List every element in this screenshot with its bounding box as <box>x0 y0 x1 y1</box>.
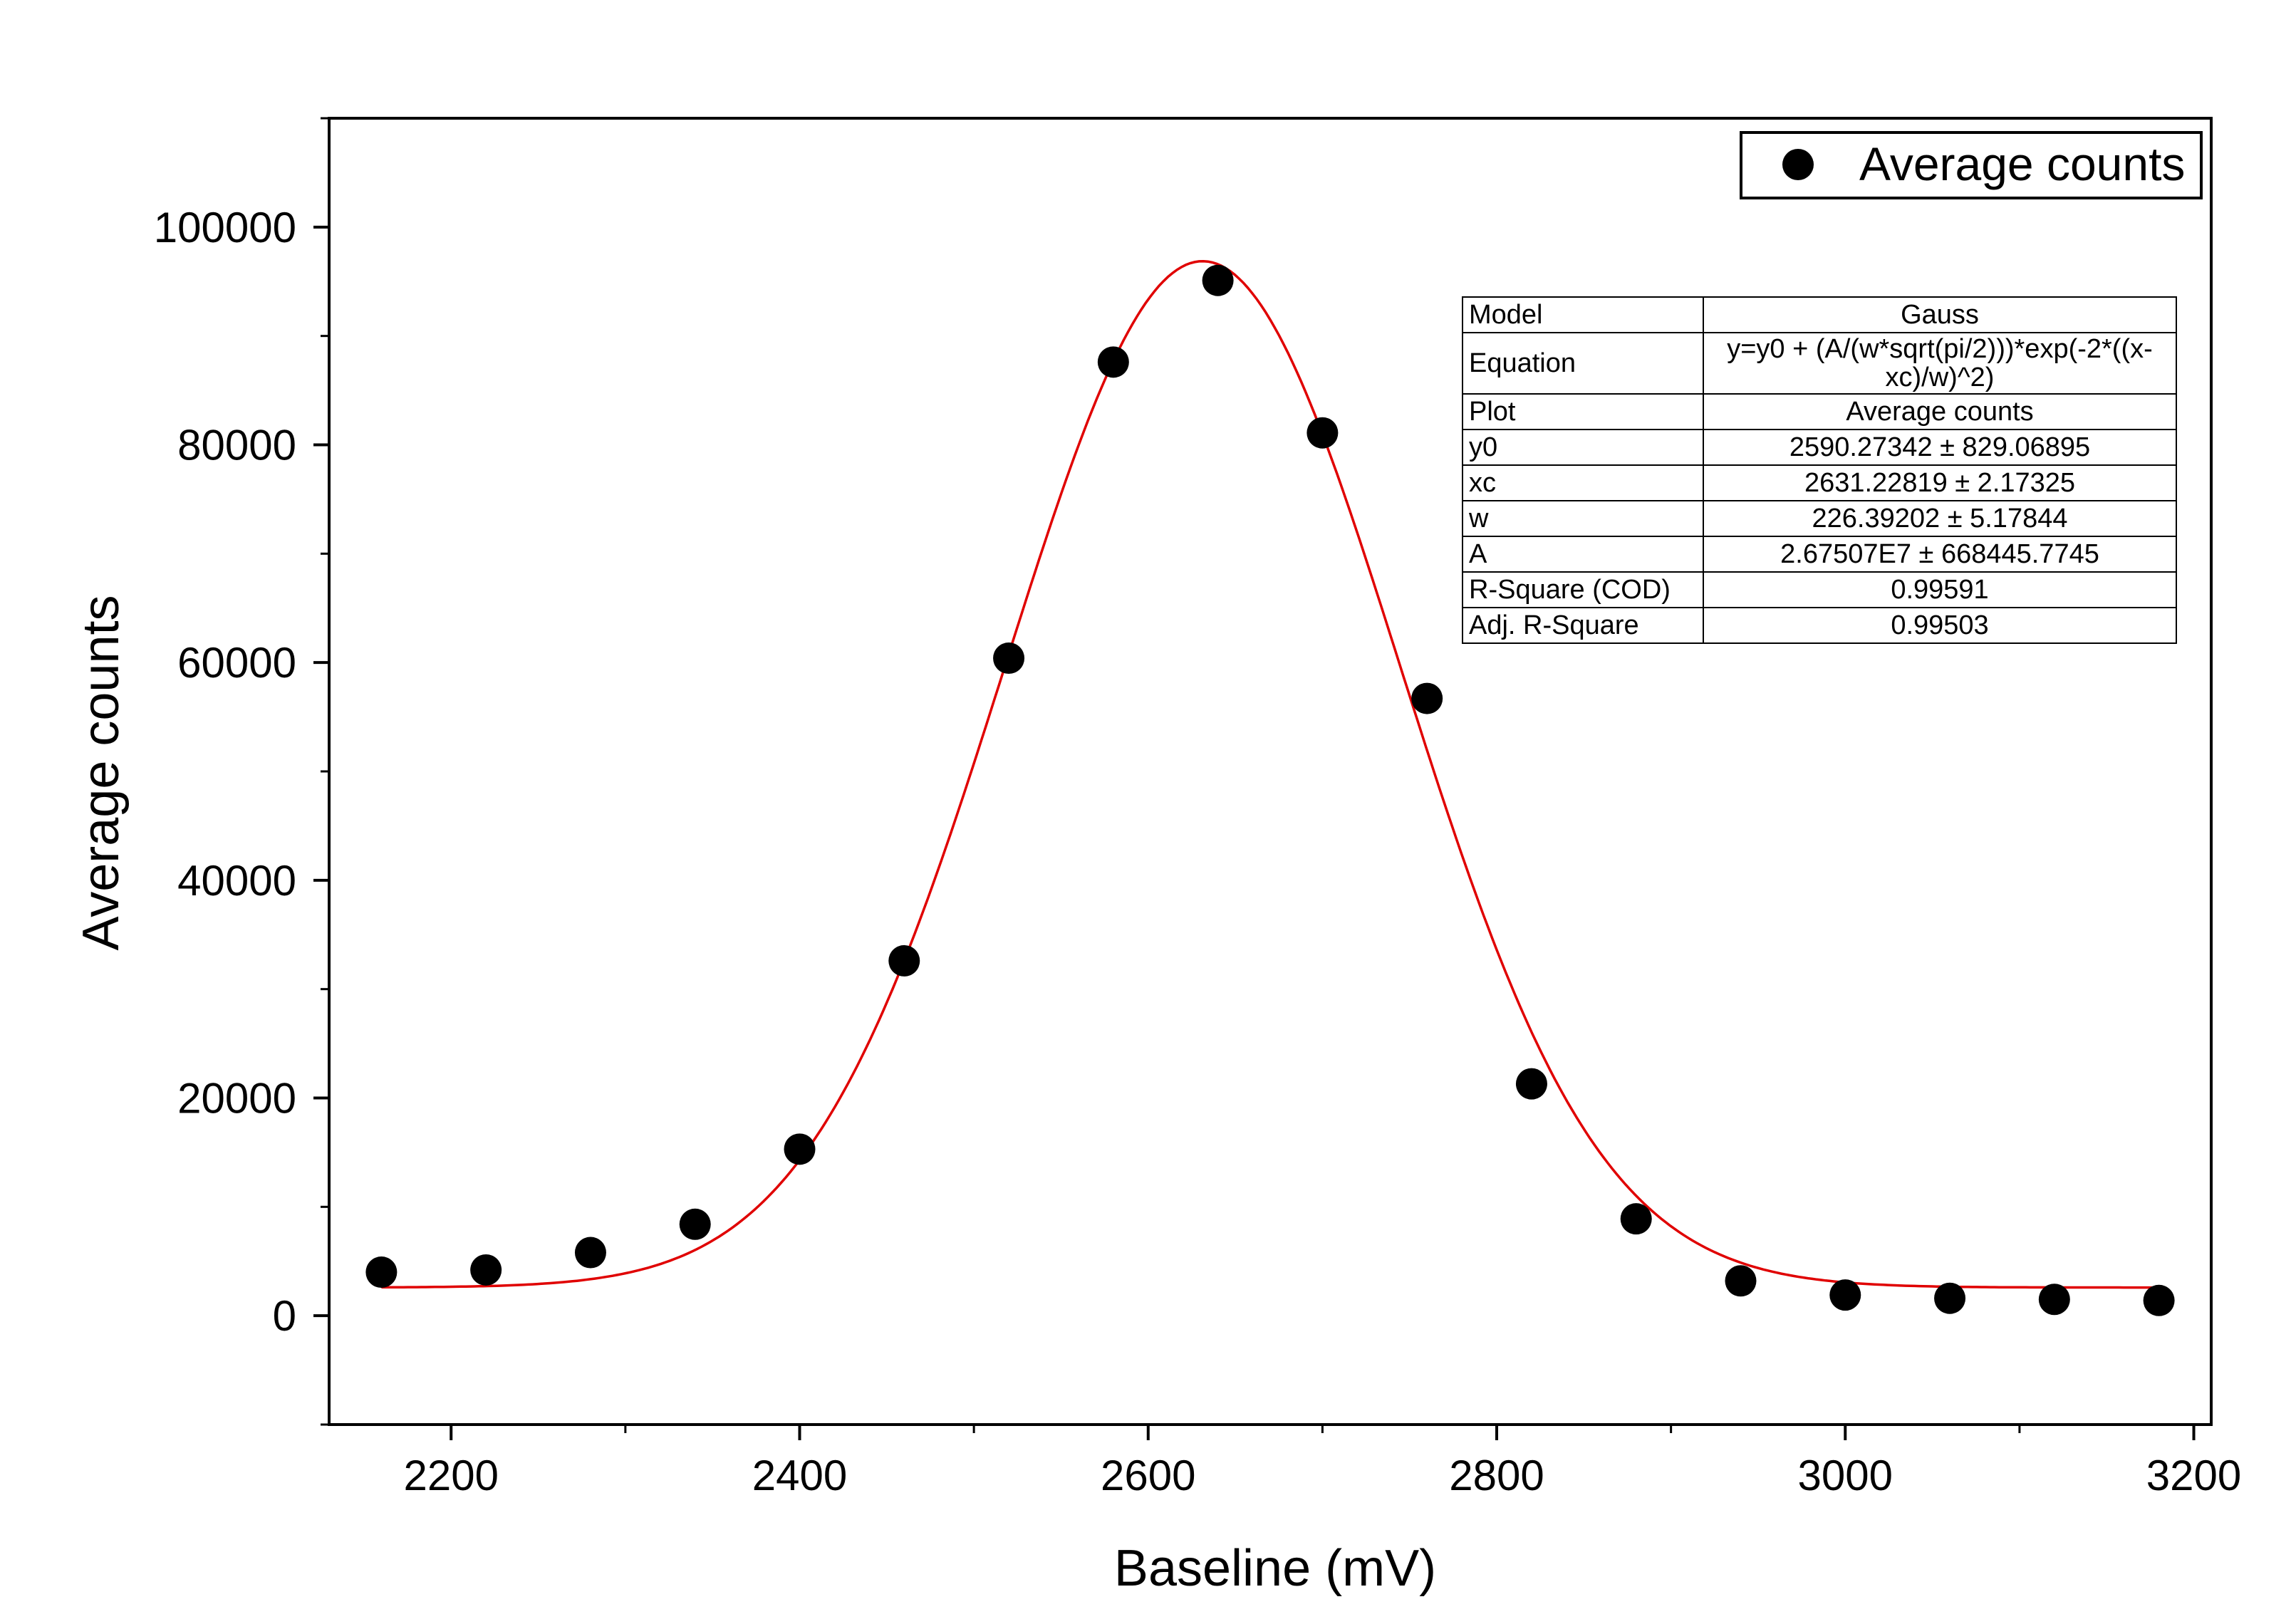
data-point <box>470 1254 502 1286</box>
fit-table-row: y0 2590.27342 ± 829.06895 <box>1462 429 2177 466</box>
legend-label: Average counts <box>1859 137 2185 190</box>
data-points <box>365 264 2175 1316</box>
data-point <box>1934 1282 1966 1314</box>
fit-table-row: Plot Average counts <box>1462 393 2177 430</box>
fit-parameters-table: Model Gauss Equation y=y0 + (A/(w*sqrt(pi/2… <box>1462 296 2177 644</box>
data-point <box>993 642 1025 675</box>
fit-table-row: w 226.39202 ± 5.17844 <box>1462 500 2177 537</box>
fit-table-value: 0.99503 <box>1703 607 2177 644</box>
fit-table-key: R-Square (COD) <box>1462 571 1704 608</box>
y-tick-label: 100000 <box>154 204 296 251</box>
fit-table-key: Plot <box>1462 393 1704 430</box>
y-axis-title: Average counts <box>73 595 130 950</box>
fit-table-row: Equation y=y0 + (A/(w*sqrt(pi/2)))*exp(-2… <box>1462 332 2177 395</box>
x-tick-label: 2600 <box>1101 1452 1195 1499</box>
fit-table-key: y0 <box>1462 429 1704 466</box>
fit-table-value: 0.99591 <box>1703 571 2177 608</box>
x-tick-label: 2800 <box>1449 1452 1544 1499</box>
fit-table-value: Gauss <box>1703 296 2177 333</box>
fit-table-row: xc 2631.22819 ± 2.17325 <box>1462 464 2177 501</box>
data-point <box>888 944 920 977</box>
data-point <box>574 1237 606 1269</box>
fit-table-row: Adj. R-Square 0.99503 <box>1462 607 2177 644</box>
x-tick-label: 2200 <box>403 1452 498 1499</box>
x-tick-label: 3000 <box>1798 1452 1893 1499</box>
fit-table-value: Average counts <box>1703 393 2177 430</box>
data-point <box>2038 1284 2070 1316</box>
fit-table-key: A <box>1462 536 1704 573</box>
data-point <box>1725 1265 1757 1297</box>
y-tick-label: 60000 <box>177 639 296 687</box>
fit-table-key: xc <box>1462 464 1704 501</box>
y-tick-label: 40000 <box>177 857 296 905</box>
fit-table-value: y=y0 + (A/(w*sqrt(pi/2)))*exp(-2*((x-xc)… <box>1703 332 2177 395</box>
gauss-fit-curve <box>381 259 2159 1289</box>
fit-table-value: 2590.27342 ± 829.06895 <box>1703 429 2177 466</box>
data-point <box>1620 1203 1652 1235</box>
data-point <box>1202 264 1234 296</box>
fit-table-key: Model <box>1462 296 1704 333</box>
fit-table-row: A 2.67507E7 ± 668445.7745 <box>1462 536 2177 573</box>
fit-table-value: 226.39202 ± 5.17844 <box>1703 500 2177 537</box>
fit-table-key: Equation <box>1462 332 1704 395</box>
x-tick-label: 2400 <box>752 1452 847 1499</box>
data-point <box>1097 346 1129 378</box>
data-point <box>1829 1279 1861 1311</box>
data-point <box>1306 417 1339 449</box>
data-point <box>2143 1284 2175 1316</box>
axes: 2200 2400 2600 2800 3000 3200 0 20000 40000 60000… <box>154 117 2241 1499</box>
y-tick-label: 80000 <box>177 422 296 469</box>
y-tick-label: 20000 <box>177 1075 296 1123</box>
fit-table-row: R-Square (COD) 0.99591 <box>1462 571 2177 608</box>
legend-box <box>1740 131 2203 199</box>
fit-table-key: Adj. R-Square <box>1462 607 1704 644</box>
data-point <box>679 1208 711 1240</box>
legend: Average counts <box>1740 131 2203 199</box>
fit-curve-layer <box>381 259 2159 1289</box>
data-point <box>1515 1068 1547 1100</box>
fit-table-value: 2.67507E7 ± 668445.7745 <box>1703 536 2177 573</box>
fit-table-row: Model Gauss <box>1462 296 2177 333</box>
legend-marker <box>1782 149 1814 180</box>
fit-table-key: w <box>1462 500 1704 537</box>
fit-table-value: 2631.22819 ± 2.17325 <box>1703 464 2177 501</box>
data-point <box>1411 682 1443 714</box>
data-point <box>365 1256 398 1289</box>
data-point <box>784 1133 816 1165</box>
x-axis-title: Baseline (mV) <box>1114 1540 1436 1597</box>
x-tick-label: 3200 <box>2146 1452 2241 1499</box>
y-tick-label: 0 <box>273 1292 296 1340</box>
